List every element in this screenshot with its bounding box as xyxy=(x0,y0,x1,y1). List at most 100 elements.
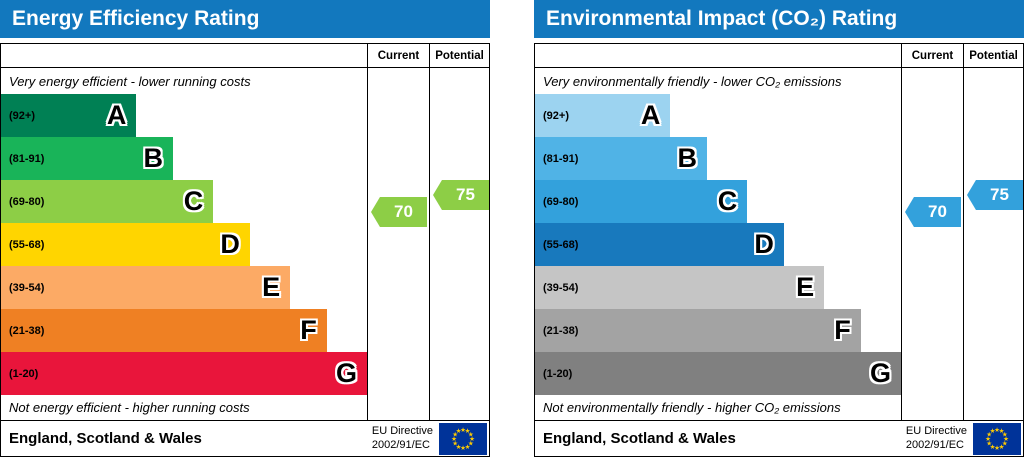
band-range-label: (39-54) xyxy=(9,281,45,294)
rating-band: (69-80) C xyxy=(535,180,748,223)
svg-text:★: ★ xyxy=(451,435,457,443)
band-range-label: (55-68) xyxy=(543,238,579,251)
bottom-note: Not energy efficient - higher running co… xyxy=(9,400,250,415)
band-letter: D xyxy=(754,229,774,259)
bands: (92+) A (81-91) B (69-80) C (55-68) D (3… xyxy=(535,94,901,395)
eu-directive-line1: EU Directive xyxy=(905,424,967,437)
svg-text:★: ★ xyxy=(990,442,996,450)
svg-text:★: ★ xyxy=(456,442,462,450)
current-rating-column: 70 xyxy=(367,68,429,420)
svg-text:★: ★ xyxy=(985,435,991,443)
rating-band: (81-91) B xyxy=(1,137,174,180)
potential-column-header: Potential xyxy=(429,44,489,68)
environmental-impact-rating-chart: Environmental Impact (CO₂) Rating Curren… xyxy=(534,0,1024,457)
chart-title-bar: Energy Efficiency Rating xyxy=(0,0,490,38)
band-row: (81-91) B xyxy=(535,137,901,180)
rating-band: (39-54) E xyxy=(1,266,291,309)
svg-text:★: ★ xyxy=(986,430,992,438)
current-rating-arrow: 70 xyxy=(371,197,427,227)
band-row: (55-68) D xyxy=(535,223,901,266)
band-letter: F xyxy=(834,315,851,345)
band-row: (92+) A xyxy=(535,94,901,137)
eu-directive-line1: EU Directive xyxy=(371,424,433,437)
svg-text:★: ★ xyxy=(456,427,462,435)
band-range-label: (21-38) xyxy=(543,324,579,337)
band-range-label: (1-20) xyxy=(9,367,39,380)
band-letter: D xyxy=(220,229,240,259)
band-letter: E xyxy=(262,272,281,302)
rating-band: (1-20) G xyxy=(535,352,901,395)
band-letter: B xyxy=(677,143,698,173)
band-row: (39-54) E xyxy=(1,266,367,309)
rating-band: (92+) A xyxy=(535,94,671,137)
band-row: (92+) A xyxy=(1,94,367,137)
rating-band: (69-80) C xyxy=(1,180,214,223)
rating-band: (55-68) D xyxy=(1,223,250,266)
band-letter: B xyxy=(143,143,164,173)
top-note: Very energy efficient - lower running co… xyxy=(9,73,251,89)
band-range-label: (81-91) xyxy=(543,152,579,165)
chart-footer: England, Scotland & Wales EU Directive 2… xyxy=(1,420,489,456)
energy-efficiency-rating-chart: Energy Efficiency Rating Current Potenti… xyxy=(0,0,490,457)
svg-text:★: ★ xyxy=(452,439,458,447)
rating-band: (55-68) D xyxy=(535,223,784,266)
rating-band: (81-91) B xyxy=(535,137,708,180)
band-range-label: (39-54) xyxy=(543,281,579,294)
band-row: (55-68) D xyxy=(1,223,367,266)
potential-column-header: Potential xyxy=(963,44,1023,68)
svg-text:★: ★ xyxy=(994,426,1000,434)
bottom-note: Not environmentally friendly - higher CO… xyxy=(543,400,841,415)
chart-footer: England, Scotland & Wales EU Directive 2… xyxy=(535,420,1023,456)
eu-directive-line2: 2002/91/EC xyxy=(905,438,964,451)
band-letter: G xyxy=(335,358,357,388)
eu-flag-icon: ★★★ ★★★ ★★★ ★★★ xyxy=(973,422,1021,455)
header-spacer xyxy=(535,44,901,68)
svg-text:★: ★ xyxy=(986,439,992,447)
band-range-label: (69-80) xyxy=(543,195,579,208)
chart-title: Energy Efficiency Rating xyxy=(12,7,260,30)
bands-area: Very environmentally friendly - lower CO… xyxy=(535,68,901,420)
band-row: (69-80) C xyxy=(535,180,901,223)
band-row: (21-38) F xyxy=(1,309,367,352)
current-rating-column: 70 xyxy=(901,68,963,420)
rating-table: Current Potential Very energy efficient … xyxy=(0,43,490,457)
current-column-header: Current xyxy=(901,44,963,68)
band-row: (1-20) G xyxy=(535,352,901,395)
potential-rating-column: 75 xyxy=(429,68,489,420)
rating-band: (1-20) G xyxy=(1,352,367,395)
chart-title-bar: Environmental Impact (CO₂) Rating xyxy=(534,0,1024,38)
rating-table: Current Potential Very environmentally f… xyxy=(534,43,1024,457)
band-range-label: (92+) xyxy=(543,109,569,122)
rating-band: (21-38) F xyxy=(1,309,327,352)
bands-area: Very energy efficient - lower running co… xyxy=(1,68,367,420)
svg-text:★: ★ xyxy=(999,442,1005,450)
potential-rating-arrow: 75 xyxy=(433,180,489,210)
band-letter: C xyxy=(717,186,738,216)
band-letter: A xyxy=(640,100,661,130)
band-letter: E xyxy=(796,272,815,302)
band-range-label: (69-80) xyxy=(9,195,45,208)
band-row: (69-80) C xyxy=(1,180,367,223)
svg-text:★: ★ xyxy=(465,442,471,450)
potential-rating-arrow: 75 xyxy=(967,180,1023,210)
chart-title: Environmental Impact (CO₂) Rating xyxy=(546,7,898,30)
eu-directive-line2: 2002/91/EC xyxy=(371,438,430,451)
svg-text:★: ★ xyxy=(999,427,1005,435)
svg-text:★: ★ xyxy=(465,427,471,435)
band-range-label: (21-38) xyxy=(9,324,45,337)
band-row: (81-91) B xyxy=(1,137,367,180)
header-spacer xyxy=(1,44,367,68)
band-row: (21-38) F xyxy=(535,309,901,352)
svg-text:★: ★ xyxy=(468,430,474,438)
rating-band: (21-38) F xyxy=(535,309,861,352)
band-letter: F xyxy=(300,315,317,345)
band-range-label: (81-91) xyxy=(9,152,45,165)
potential-rating-column: 75 xyxy=(963,68,1023,420)
band-letter: A xyxy=(106,100,127,130)
bands: (92+) A (81-91) B (69-80) C (55-68) D (3… xyxy=(1,94,367,395)
svg-text:★: ★ xyxy=(1003,435,1009,443)
band-range-label: (55-68) xyxy=(9,238,45,251)
region-label: England, Scotland & Wales xyxy=(9,430,202,447)
svg-text:★: ★ xyxy=(460,444,466,452)
